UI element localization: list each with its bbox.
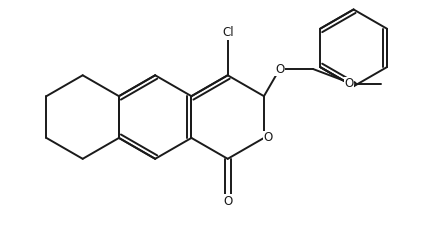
Text: O: O	[223, 195, 232, 208]
Text: O: O	[345, 77, 354, 90]
Text: O: O	[263, 132, 273, 144]
Text: Cl: Cl	[222, 26, 234, 39]
Text: O: O	[275, 62, 284, 76]
